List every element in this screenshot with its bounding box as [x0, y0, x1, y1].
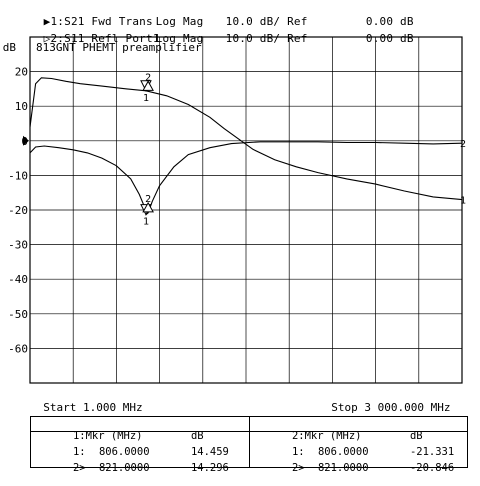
- marker-table-trace-1: 1:Mkr (MHz) dB 1: 806.0000 14.459 2> 821.000…: [31, 417, 250, 474]
- trace-1-end-label: 1: [460, 196, 466, 207]
- trace-1-format: Log Mag: [155, 15, 204, 28]
- markers: 1 2 1 2: [140, 72, 154, 228]
- y-tick-label: -30: [8, 239, 28, 252]
- y-tick-label: -20: [8, 204, 28, 217]
- marker-2-label: 2: [145, 194, 151, 205]
- marker-2-label: 2: [145, 72, 151, 83]
- trace-1-header: ▶1:S21 Fwd Trans Log Mag 10.0 dB/ Ref 0.00 …: [30, 2, 414, 28]
- y-tick-label: -10: [8, 169, 28, 182]
- marker-row: 2> 821.0000 -20.846: [291, 462, 455, 474]
- chart-title: 813GNT PHEMT preamplifier: [36, 41, 202, 54]
- marker-1-label: 1: [143, 93, 149, 104]
- y-axis-unit: dB: [2, 41, 16, 54]
- trace-1-scale: 10.0 dB/ Ref: [225, 15, 308, 28]
- marker-row: 1: 806.0000 14.459: [72, 446, 229, 458]
- marker-2-icon: [142, 201, 154, 213]
- trace-2-format: Log Mag: [155, 32, 204, 45]
- start-frequency: Start 1.000 MHz: [43, 401, 143, 414]
- marker-1-label: 1: [143, 217, 149, 228]
- y-tick-label: -50: [8, 308, 28, 321]
- reference-pointer-icon: [23, 135, 29, 146]
- marker-table-header-unit: dB: [409, 430, 423, 442]
- marker-table-header-unit: dB: [190, 430, 204, 442]
- chart-grid: [29, 36, 463, 384]
- marker-row: 2> 821.0000 14.296: [72, 462, 229, 474]
- stop-frequency: Stop 3 000.000 MHz: [331, 401, 451, 414]
- trace-2-header: ▷2:S11 Refl Port1Log Mag 10.0 dB/ Ref 0.00…: [30, 19, 414, 45]
- trace-1-ref-value: 0.00 dB: [365, 15, 414, 28]
- marker-2-icon: [142, 80, 154, 91]
- traces: [29, 77, 463, 216]
- marker-table-trace-2: 2:Mkr (MHz) dB 1: 806.0000 -21.331 2> 821.00…: [250, 417, 467, 474]
- y-tick-label: 20: [15, 66, 28, 79]
- marker-table-header-label: 2:Mkr (MHz): [291, 430, 362, 442]
- trace-2-ref-value: 0.00 dB: [365, 32, 414, 45]
- analyzer-chart: 813GNT PHEMT preamplifier 20100-10-20-30…: [8, 36, 466, 384]
- trace-1-marker: ▶1:: [43, 15, 65, 28]
- trace-2-marker: ▷2:: [43, 32, 65, 45]
- marker-row: 1: 806.0000 -21.331: [291, 446, 455, 458]
- trace-2-name: S11 Refl Port1: [64, 32, 160, 45]
- trace-2-scale: 10.0 dB/ Ref: [225, 32, 308, 45]
- trace-1-name: S21 Fwd Trans: [64, 15, 153, 28]
- marker-table: 1:Mkr (MHz) dB 1: 806.0000 14.459 2> 821.000…: [30, 416, 468, 474]
- marker-table-header-label: 1:Mkr (MHz): [72, 430, 143, 442]
- y-tick-label: -60: [8, 342, 28, 355]
- trace-2-line: [29, 141, 463, 216]
- trace-2-end-label: 2: [460, 139, 466, 150]
- y-tick-label: -40: [8, 273, 28, 286]
- y-tick-label: 10: [15, 100, 28, 113]
- y-tick-labels: 20100-10-20-30-40-50-60: [8, 66, 28, 356]
- trace-1-line: [29, 77, 463, 201]
- trace-end-labels: 21: [460, 139, 466, 206]
